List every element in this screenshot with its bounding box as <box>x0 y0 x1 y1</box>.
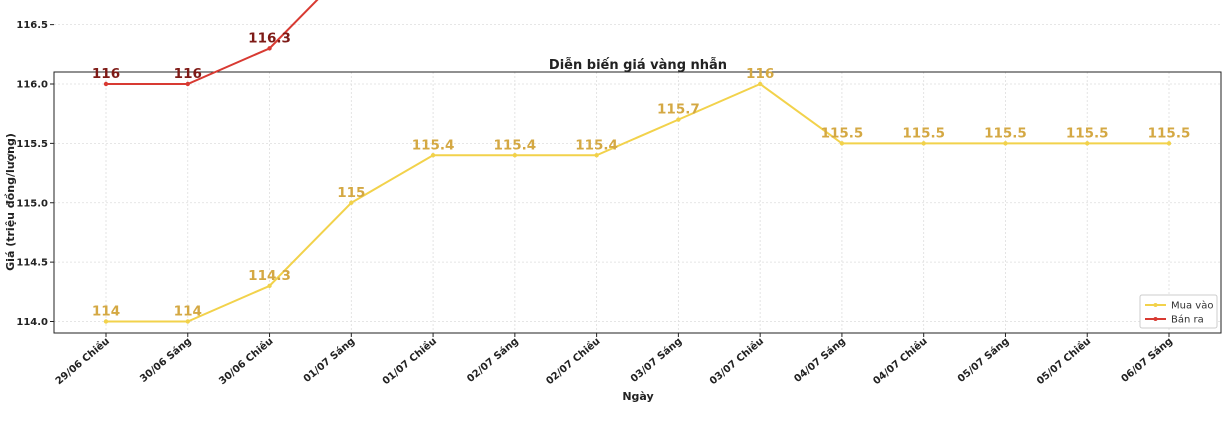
data-label: 116 <box>92 66 120 82</box>
data-label: 116 <box>174 66 202 82</box>
data-point <box>430 153 436 158</box>
y-tick-label: 116.5 <box>16 20 48 31</box>
x-tick-label: 03/07 Chiều <box>707 334 767 387</box>
data-label: 115.4 <box>493 137 536 153</box>
data-point <box>185 81 190 87</box>
data-label: 115.5 <box>984 125 1027 141</box>
y-tick-label: 114.0 <box>16 317 48 328</box>
data-point <box>185 319 190 324</box>
data-point <box>594 153 599 158</box>
x-tick-label: 04/07 Chiều <box>870 334 930 387</box>
x-tick-label: 04/07 Sáng <box>792 335 848 385</box>
legend-marker <box>1153 317 1158 321</box>
y-tick-label: 116.0 <box>16 80 48 91</box>
legend: Mua vào Bán ra <box>1139 294 1218 329</box>
data-point <box>1166 141 1172 146</box>
data-label: 114 <box>174 304 202 320</box>
data-point <box>676 117 681 122</box>
grid <box>54 24 1221 333</box>
data-point <box>512 153 518 158</box>
data-label: 115.4 <box>575 137 618 153</box>
data-point <box>103 81 109 87</box>
data-point <box>1003 141 1008 146</box>
x-axis-label: Ngày <box>622 390 653 403</box>
data-point <box>267 283 272 289</box>
x-tick-label: 30/06 Sáng <box>138 335 194 385</box>
data-label: 115.7 <box>657 102 700 118</box>
legend-marker <box>1153 303 1158 307</box>
data-label: 114 <box>92 304 120 320</box>
data-label: 115.4 <box>412 137 455 153</box>
x-tick-label: 01/07 Chiều <box>380 334 440 387</box>
data-point <box>757 81 763 87</box>
data-point <box>1085 141 1090 146</box>
legend-label: Bán ra <box>1171 314 1204 326</box>
data-labels: 114 114 114.3 115 115.4 115.4 115.4 115.7 116 115… <box>92 30 1191 320</box>
x-tick-label: 02/07 Chiều <box>543 334 603 387</box>
chart-title: Diễn biến giá vàng nhẫn <box>549 58 727 73</box>
y-tick-label: 114.5 <box>16 258 48 269</box>
legend-label: Mua vào <box>1171 300 1213 312</box>
x-tick-label: 05/07 Chiều <box>1034 334 1094 387</box>
series-layer <box>103 0 1172 324</box>
data-label: 116.3 <box>248 30 291 46</box>
y-axis-label: Giá (triệu đồng/lượng) <box>4 133 17 271</box>
x-tick-label: 03/07 Sáng <box>628 335 684 385</box>
x-axis: 29/06 Chiều 30/06 Sáng 30/06 Chiều 01/07 Sá… <box>52 333 1175 387</box>
plot-area-frame <box>53 71 1222 334</box>
y-tick-label: 115.5 <box>16 139 48 150</box>
data-point <box>349 200 354 205</box>
data-point <box>103 319 109 324</box>
data-point <box>267 46 272 51</box>
data-label: 115.5 <box>821 125 864 141</box>
data-label: 114.3 <box>248 268 291 284</box>
y-tick-label: 115.0 <box>16 198 48 209</box>
x-tick-label: 02/07 Sáng <box>465 335 521 385</box>
data-label: 115.5 <box>902 125 945 141</box>
x-tick-label: 01/07 Sáng <box>301 335 357 385</box>
series-line-mua-vao <box>106 82 1169 323</box>
data-label: 115 <box>337 185 365 201</box>
data-label: 115.5 <box>1066 125 1109 141</box>
series-line-ban-ra <box>106 0 319 85</box>
x-tick-label: 05/07 Sáng <box>955 335 1011 385</box>
x-tick-label: 06/07 Sáng <box>1119 335 1175 385</box>
data-point <box>839 141 845 146</box>
data-label: 115.5 <box>1148 125 1191 141</box>
data-label: 116 <box>746 66 774 82</box>
y-axis: 114.0114.5115.0115.5116.0116.5117.0117.5… <box>16 20 54 328</box>
data-point <box>921 141 926 146</box>
x-tick-label: 30/06 Chiều <box>216 334 276 387</box>
x-tick-label: 29/06 Chiều <box>52 334 112 387</box>
